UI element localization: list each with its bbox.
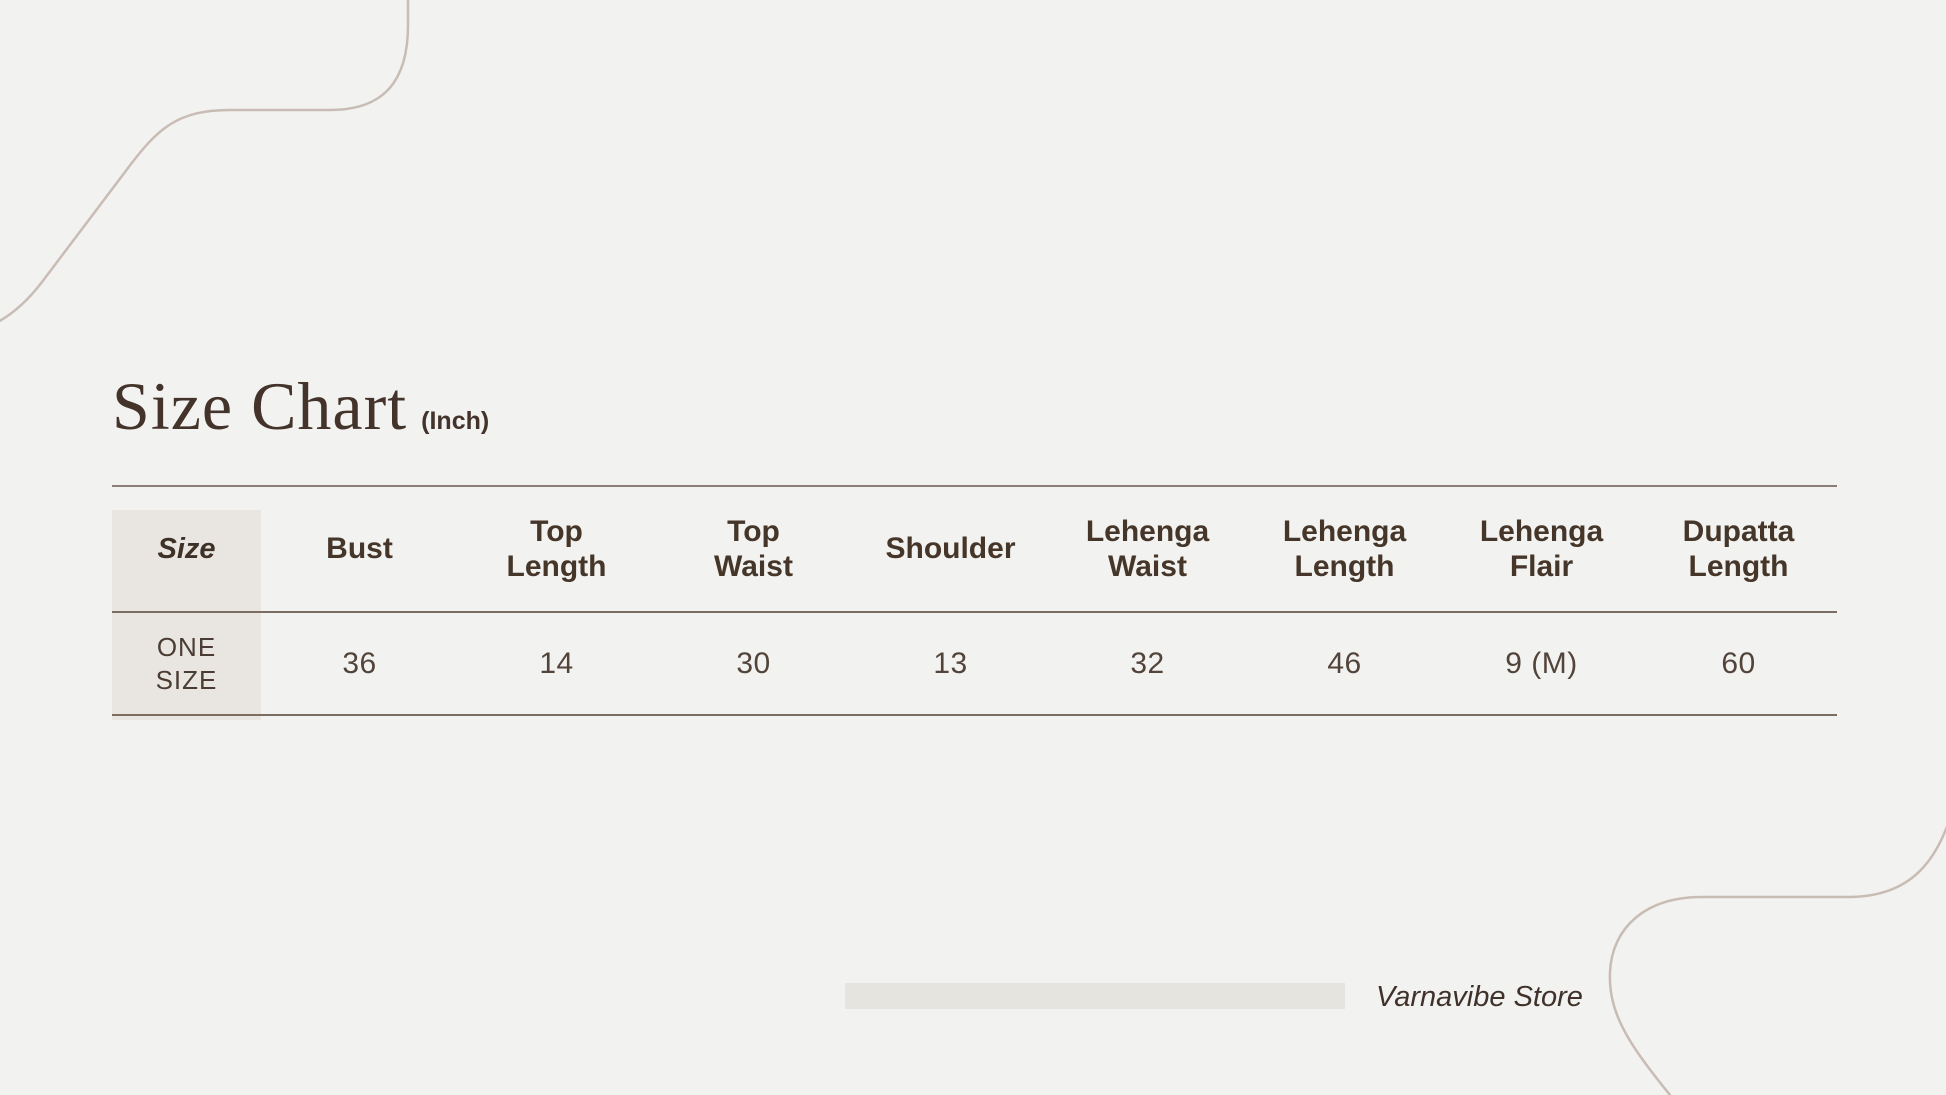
column-header-lehenga-flair: Lehenga Flair <box>1479 514 1604 583</box>
table-cell-shoulder: 13 <box>933 646 968 680</box>
table-cell-lehenga-waist: 32 <box>1130 646 1165 680</box>
title-unit-label: (Inch) <box>421 407 490 435</box>
column-header-bust: Bust <box>326 532 393 566</box>
table-cell-dupatta-length: 60 <box>1721 646 1756 680</box>
table-header-row: Size Bust Top Length Top Waist Shoulder … <box>112 487 1837 613</box>
bottom-right-curve-decoration <box>1608 825 1946 1095</box>
table-cell-lehenga-flair: 9 (M) <box>1505 646 1578 680</box>
column-header-size: Size <box>157 532 216 565</box>
title-block: Size Chart (Inch) <box>112 372 489 440</box>
size-chart-table: Size Bust Top Length Top Waist Shoulder … <box>112 485 1837 720</box>
column-header-lehenga-length: Lehenga Length <box>1282 514 1407 583</box>
top-left-curve-decoration <box>0 0 410 323</box>
table-cell-bust: 36 <box>342 646 377 680</box>
table-cell-size: ONE SIZE <box>155 632 218 695</box>
store-name: Varnavibe Store <box>1376 981 1583 1013</box>
table-cell-lehenga-length: 46 <box>1327 646 1362 680</box>
footer-bar <box>845 983 1345 1009</box>
column-header-shoulder: Shoulder <box>885 532 1016 566</box>
table-cell-top-waist: 30 <box>736 646 771 680</box>
size-column-highlight <box>112 510 261 720</box>
table-data-row: ONE SIZE 36 14 30 13 32 46 9 (M) 60 <box>112 613 1837 716</box>
column-header-dupatta-length: Dupatta Length <box>1682 514 1795 583</box>
table-cell-top-length: 14 <box>539 646 574 680</box>
column-header-lehenga-waist: Lehenga Waist <box>1085 514 1210 583</box>
column-header-top-waist: Top Waist <box>714 514 793 583</box>
page-title: Size Chart <box>112 368 408 444</box>
column-header-top-length: Top Length <box>506 514 607 583</box>
